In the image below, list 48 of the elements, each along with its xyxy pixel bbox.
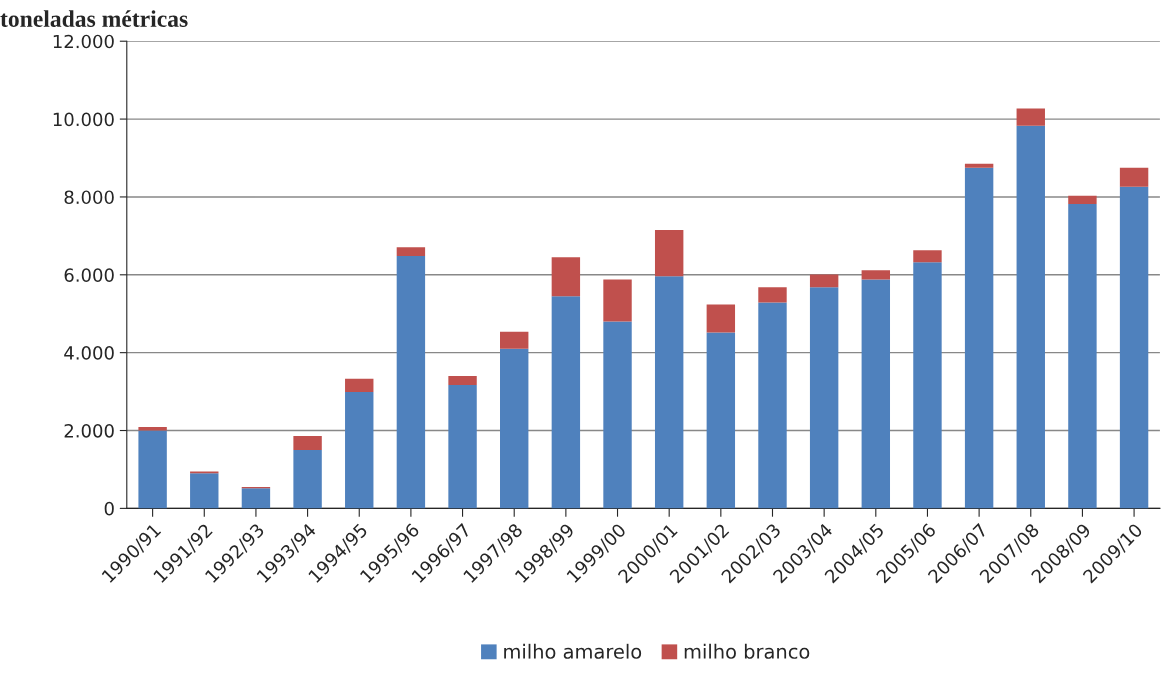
bar xyxy=(758,287,787,303)
bar xyxy=(293,449,322,509)
chart-title: toneladas métricas xyxy=(0,10,188,27)
y-tick-label: 4.000 xyxy=(64,346,114,360)
bar xyxy=(1068,203,1097,509)
y-tick-label: 2.000 xyxy=(64,423,114,438)
bar xyxy=(1016,125,1045,509)
bar xyxy=(500,348,529,509)
y-tick-label: 10.000 xyxy=(53,112,114,127)
y-tick-label: 12.000 xyxy=(53,34,114,49)
bar xyxy=(809,274,839,288)
bar xyxy=(345,391,374,509)
bar xyxy=(1068,195,1097,204)
bar xyxy=(551,257,581,297)
bar xyxy=(396,247,426,257)
bar xyxy=(345,378,374,392)
bar xyxy=(654,276,684,509)
legend-label: milho amarelo xyxy=(504,643,642,659)
bar xyxy=(1016,108,1045,126)
bar xyxy=(706,304,736,333)
bar xyxy=(1119,167,1149,187)
bar xyxy=(964,163,994,168)
bar xyxy=(603,279,632,322)
y-tick-label: 6.000 xyxy=(64,268,114,282)
bar xyxy=(861,270,891,280)
bar xyxy=(500,331,529,349)
bar xyxy=(706,332,736,509)
bar xyxy=(913,262,942,509)
bar xyxy=(758,302,787,509)
bar xyxy=(448,384,477,509)
bar xyxy=(603,321,632,509)
legend-label: milho branco xyxy=(684,643,810,659)
y-tick-label: 8.000 xyxy=(64,190,114,205)
y-tick-label: 0 xyxy=(104,501,114,516)
bar xyxy=(190,473,219,509)
bar xyxy=(396,256,426,509)
bar xyxy=(448,376,477,385)
bar xyxy=(551,296,581,509)
bar xyxy=(241,488,271,509)
bar xyxy=(1119,186,1149,509)
bar xyxy=(861,279,891,509)
bar xyxy=(654,230,684,277)
bar xyxy=(293,435,322,450)
bar xyxy=(138,430,167,509)
bar xyxy=(809,287,839,509)
bar xyxy=(138,427,167,431)
bar xyxy=(913,250,942,263)
bar xyxy=(964,167,994,509)
